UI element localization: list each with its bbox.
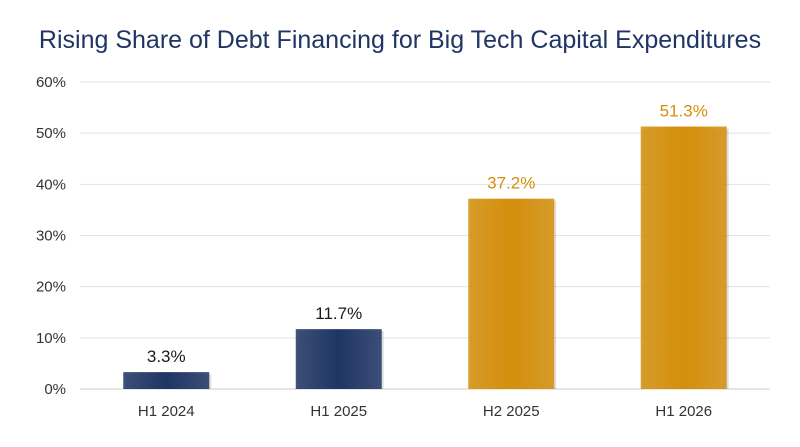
y-tick-label: 30% <box>36 228 66 245</box>
data-label: 3.3% <box>147 347 186 366</box>
y-tick-label: 0% <box>44 381 66 398</box>
bar <box>468 198 555 389</box>
y-tick-label: 40% <box>36 176 66 193</box>
bar <box>295 329 382 389</box>
bar <box>640 126 727 389</box>
x-tick-label: H1 2025 <box>310 403 367 420</box>
y-tick-label: 60% <box>36 74 66 91</box>
chart-title: Rising Share of Debt Financing for Big T… <box>38 26 762 54</box>
x-tick-label: H1 2026 <box>655 403 712 420</box>
x-tick-label: H2 2025 <box>483 403 540 420</box>
y-tick-label: 50% <box>36 125 66 142</box>
data-label: 37.2% <box>487 174 535 193</box>
bar <box>123 372 210 389</box>
x-tick-label: H1 2024 <box>138 403 195 420</box>
y-tick-label: 20% <box>36 279 66 296</box>
y-tick-label: 10% <box>36 330 66 347</box>
data-label: 11.7% <box>315 304 362 323</box>
data-label: 51.3% <box>660 102 708 121</box>
